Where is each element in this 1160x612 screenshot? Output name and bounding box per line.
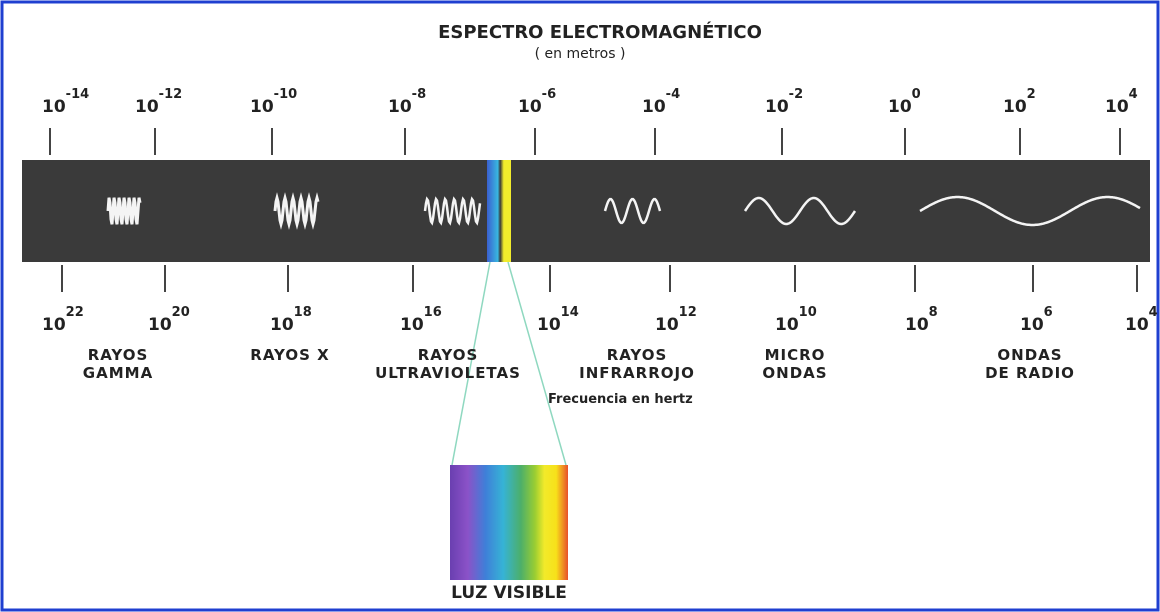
base: 10 [1105, 97, 1129, 117]
base: 10 [518, 97, 542, 117]
visible-label: LUZ VISIBLE [451, 583, 567, 603]
exponent: -2 [789, 87, 803, 102]
base: 10 [135, 97, 159, 117]
exponent: 8 [929, 305, 938, 320]
base: 10 [42, 97, 66, 117]
title: ESPECTRO ELECTROMAGNÉTICO [438, 21, 762, 43]
exponent: 14 [561, 305, 579, 320]
region-label: ONDAS [997, 346, 1062, 364]
base: 10 [400, 315, 424, 335]
base: 10 [1020, 315, 1044, 335]
region-label: ULTRAVIOLETAS [375, 364, 521, 382]
diagram: ESPECTRO ELECTROMAGNÉTICO ( en metros ) … [0, 0, 1160, 612]
base: 10 [765, 97, 789, 117]
exponent: -4 [666, 87, 680, 102]
base: 10 [642, 97, 666, 117]
base: 10 [270, 315, 294, 335]
visible-strip [487, 160, 511, 262]
exponent: -8 [412, 87, 426, 102]
exponent: -12 [159, 87, 183, 102]
exponent: 6 [1044, 305, 1053, 320]
exponent: -6 [542, 87, 556, 102]
exponent: -14 [66, 87, 90, 102]
base: 10 [775, 315, 799, 335]
region-label: RAYOS X [250, 346, 329, 364]
exponent: 4 [1149, 305, 1158, 320]
base: 10 [888, 97, 912, 117]
exponent: 12 [679, 305, 697, 320]
region-label: INFRARROJO [579, 364, 695, 382]
exponent: 4 [1129, 87, 1138, 102]
region-label: MICRO [765, 346, 826, 364]
exponent: 0 [912, 87, 921, 102]
subtitle: ( en metros ) [535, 46, 626, 62]
base: 10 [1125, 315, 1149, 335]
exponent: 10 [799, 305, 817, 320]
exponent: 18 [294, 305, 312, 320]
exponent: 2 [1027, 87, 1036, 102]
region-label: DE RADIO [985, 364, 1075, 382]
frequency-caption: Frecuencia en hertz [548, 392, 693, 407]
visible-spectrum [450, 465, 568, 580]
exponent: 16 [424, 305, 442, 320]
base: 10 [388, 97, 412, 117]
base: 10 [250, 97, 274, 117]
page: ESPECTRO ELECTROMAGNÉTICO ( en metros ) … [0, 0, 1160, 612]
spectrum-band [22, 160, 1150, 262]
base: 10 [905, 315, 929, 335]
base: 10 [148, 315, 172, 335]
base: 10 [537, 315, 561, 335]
base: 10 [1003, 97, 1027, 117]
base: 10 [655, 315, 679, 335]
exponent: 22 [66, 305, 84, 320]
base: 10 [42, 315, 66, 335]
region-label: RAYOS [88, 346, 149, 364]
region-label: RAYOS [607, 346, 668, 364]
exponent: 20 [172, 305, 190, 320]
region-label: ONDAS [762, 364, 827, 382]
region-label: GAMMA [83, 364, 153, 382]
region-label: RAYOS [418, 346, 479, 364]
exponent: -10 [274, 87, 298, 102]
